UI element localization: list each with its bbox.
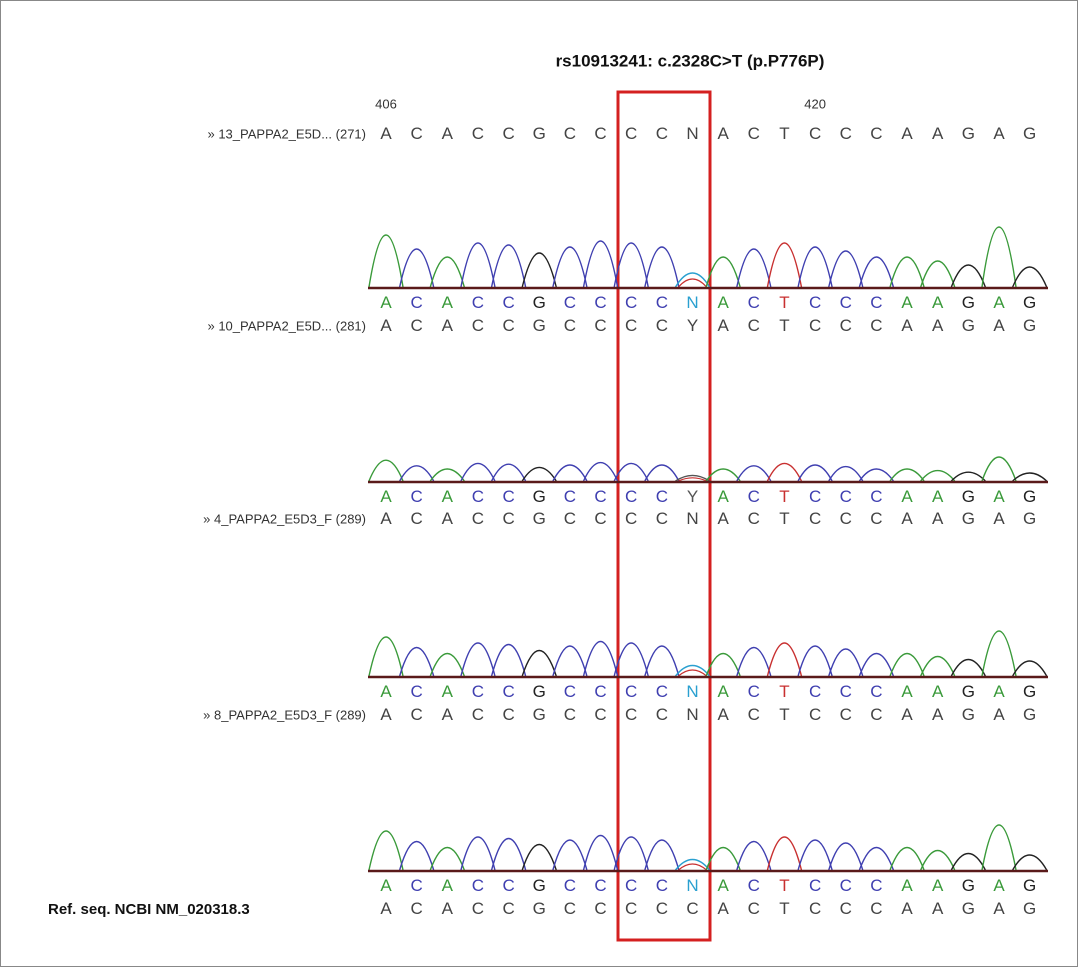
- frame: [1, 1, 1078, 967]
- row-label: » 10_PAPPA2_E5D... (281): [207, 318, 366, 333]
- row-label: » 8_PAPPA2_E5D3_F (289): [203, 707, 366, 722]
- row-label: Ref. seq. NCBI NM_020318.3: [48, 901, 250, 918]
- row-label: » 13_PAPPA2_E5D... (271): [207, 126, 366, 141]
- title: rs10913241: c.2328C>T (p.P776P): [556, 51, 825, 70]
- row-label: » 4_PAPPA2_E5D3_F (289): [203, 511, 366, 526]
- position-label: 406: [375, 96, 397, 111]
- position-label: 420: [804, 96, 826, 111]
- figure: rs10913241: c.2328C>T (p.P776P) 406 420 » …: [0, 0, 1078, 967]
